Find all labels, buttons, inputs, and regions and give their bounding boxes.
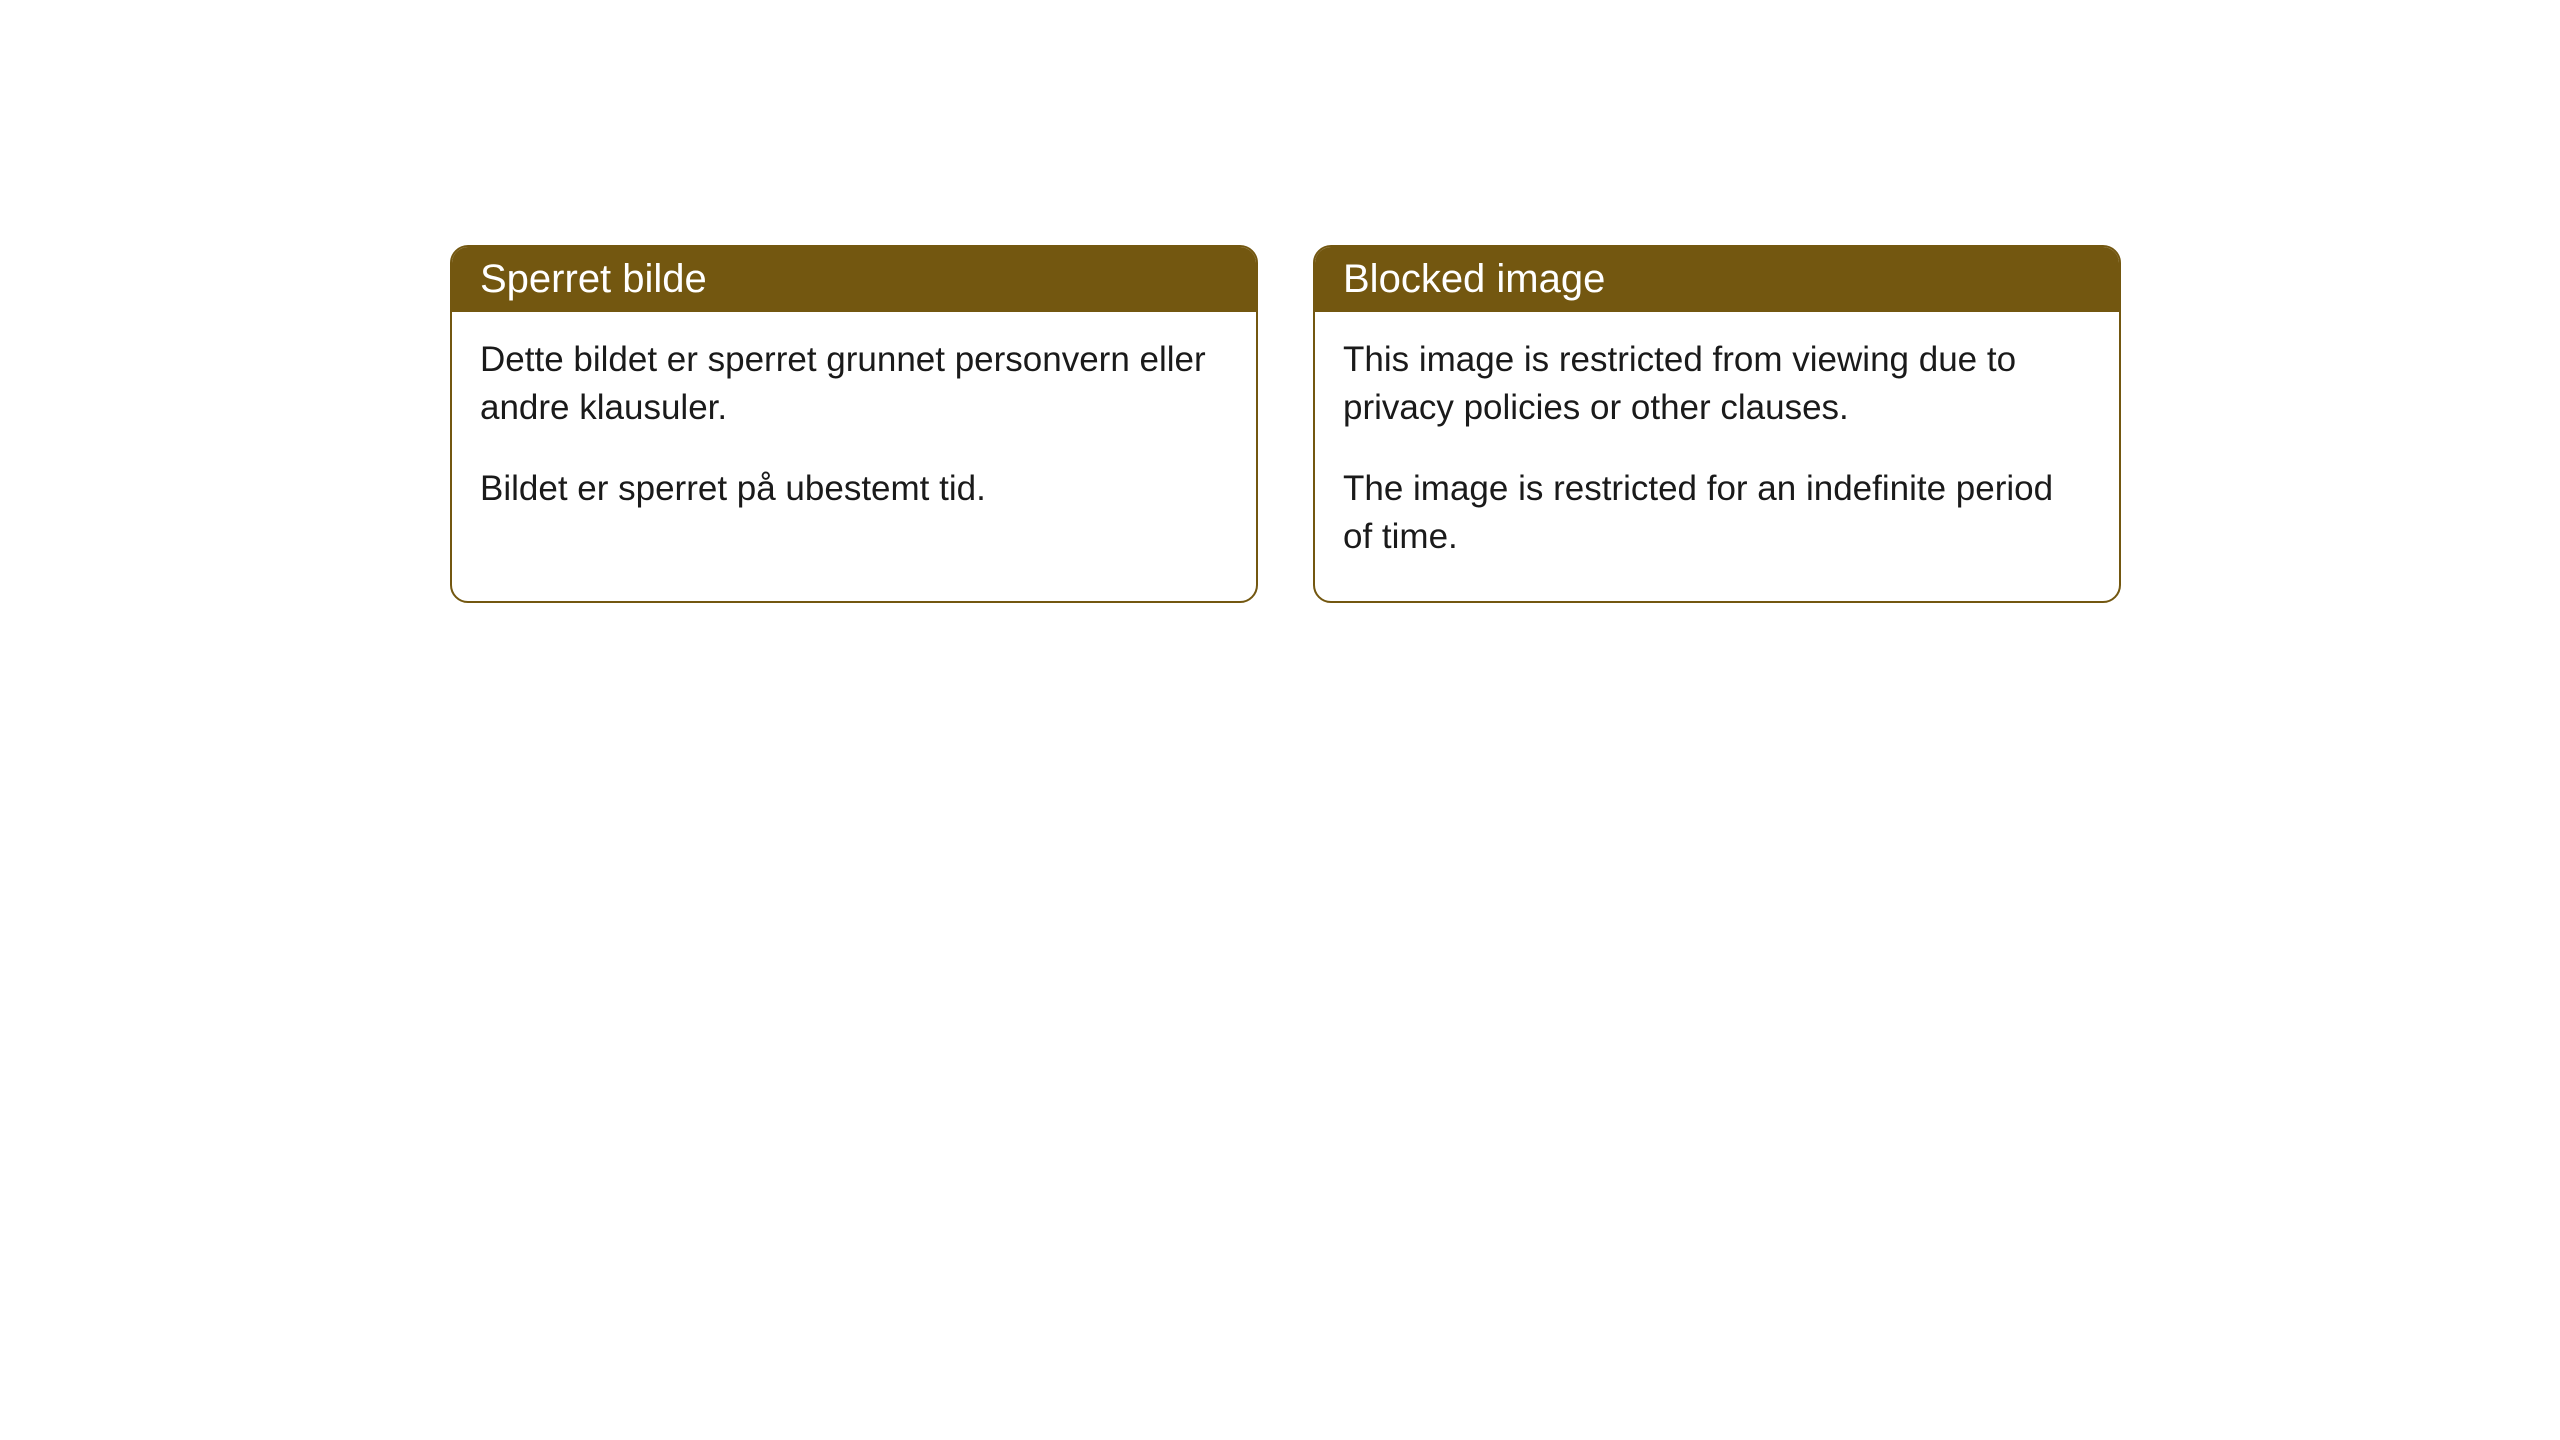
card-paragraph: Bildet er sperret på ubestemt tid. [480, 465, 1228, 513]
card-title: Sperret bilde [480, 257, 707, 301]
card-paragraph: Dette bildet er sperret grunnet personve… [480, 336, 1228, 433]
card-title: Blocked image [1343, 257, 1605, 301]
card-body-norwegian: Dette bildet er sperret grunnet personve… [452, 312, 1256, 553]
card-paragraph: The image is restricted for an indefinit… [1343, 465, 2091, 562]
notice-cards-container: Sperret bilde Dette bildet er sperret gr… [450, 245, 2560, 603]
card-body-english: This image is restricted from viewing du… [1315, 312, 2119, 601]
notice-card-english: Blocked image This image is restricted f… [1313, 245, 2121, 603]
notice-card-norwegian: Sperret bilde Dette bildet er sperret gr… [450, 245, 1258, 603]
card-header-english: Blocked image [1315, 247, 2119, 312]
card-paragraph: This image is restricted from viewing du… [1343, 336, 2091, 433]
card-header-norwegian: Sperret bilde [452, 247, 1256, 312]
